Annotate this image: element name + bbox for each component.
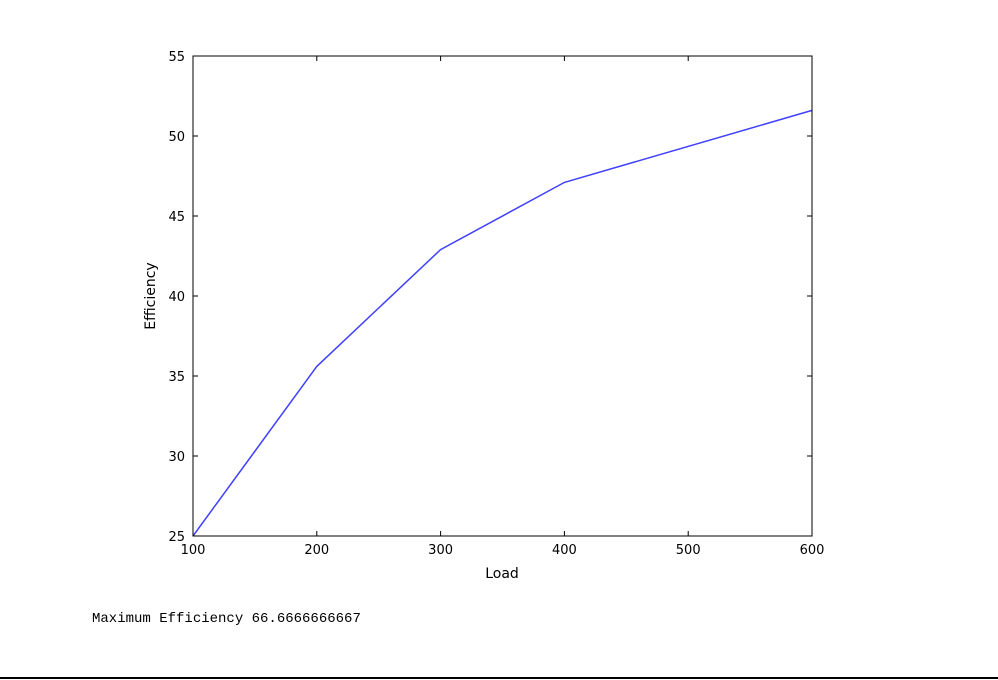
y-tick-label: 55 (168, 50, 185, 65)
x-tick-label: 300 (428, 543, 453, 558)
output-text: Maximum Efficiency 66.6666666667 (92, 611, 361, 627)
x-tick-label: 400 (552, 543, 577, 558)
plot-layer (192, 109, 813, 537)
x-tick-label: 600 (800, 543, 825, 558)
y-tick-label: 50 (168, 130, 185, 145)
y-tick-label: 40 (168, 290, 185, 305)
y-tick-label: 30 (168, 450, 185, 465)
ticks-layer: 100 200 300 400 500 600 25 30 35 40 45 50 55 (168, 50, 824, 558)
x-tick-label: 500 (676, 543, 701, 558)
y-tick-label: 35 (168, 370, 185, 385)
chart: 100 200 300 400 500 600 25 30 35 40 45 50 55 Load Ef… (143, 50, 824, 582)
y-tick-label: 45 (168, 210, 185, 225)
chart-svg: 100 200 300 400 500 600 25 30 35 40 45 50 55 Load Ef… (143, 50, 824, 582)
x-tick-label: 200 (304, 543, 329, 558)
divider (0, 677, 998, 679)
x-tick-label: 100 (181, 543, 206, 558)
plot-frame (192, 55, 813, 537)
y-tick-label: 25 (168, 530, 185, 545)
y-axis-label: Efficiency (143, 262, 159, 329)
series-line-0 (192, 109, 813, 537)
x-axis-label: Load (485, 566, 519, 582)
